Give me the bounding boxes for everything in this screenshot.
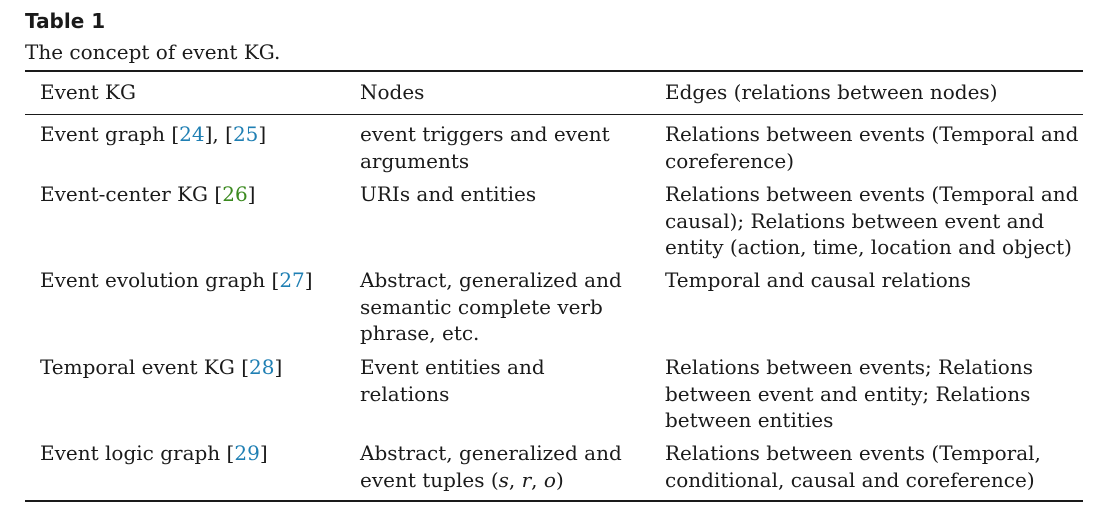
row-edges: Relations between events (Temporal and ca… [665,182,1079,259]
row-event-kg: Event evolution graph [27] [40,268,313,292]
citation-link[interactable]: 29 [234,441,260,465]
citation-link[interactable]: 25 [232,122,259,146]
header-nodes: Nodes [360,80,425,104]
citation-link[interactable]: 26 [222,182,248,206]
citation-link[interactable]: 24 [179,122,205,146]
header-event-kg: Event KG [40,80,136,104]
row-nodes: URIs and entities [360,182,537,206]
row-edges: Relations between events; Relations betwe… [665,355,1033,432]
row-nodes: event triggers and event arguments [360,122,610,173]
citation-link[interactable]: 28 [249,355,275,379]
bottom-rule [25,500,1083,502]
row-nodes: Abstract, generalized and semantic comple… [360,268,622,345]
table-caption: The concept of event KG. [25,40,281,64]
row-edges: Relations between events (Temporal, condi… [665,441,1041,492]
header-edges: Edges (relations between nodes) [665,80,998,104]
table-title: Table 1 [25,9,106,33]
row-event-kg: Event logic graph [29] [40,441,268,465]
row-nodes: Event entities and relations [360,355,545,406]
row-event-kg: Temporal event KG [28] [40,355,283,379]
row-event-kg: Event-center KG [26] [40,182,256,206]
header-rule [25,114,1083,115]
row-edges: Temporal and causal relations [665,268,971,292]
top-rule [25,70,1083,72]
row-edges: Relations between events (Temporal and co… [665,122,1079,173]
row-event-kg: Event graph [24], [25] [40,122,267,146]
row-nodes: Abstract, generalized and event tuples (… [360,441,622,492]
citation-link[interactable]: 27 [279,268,305,292]
